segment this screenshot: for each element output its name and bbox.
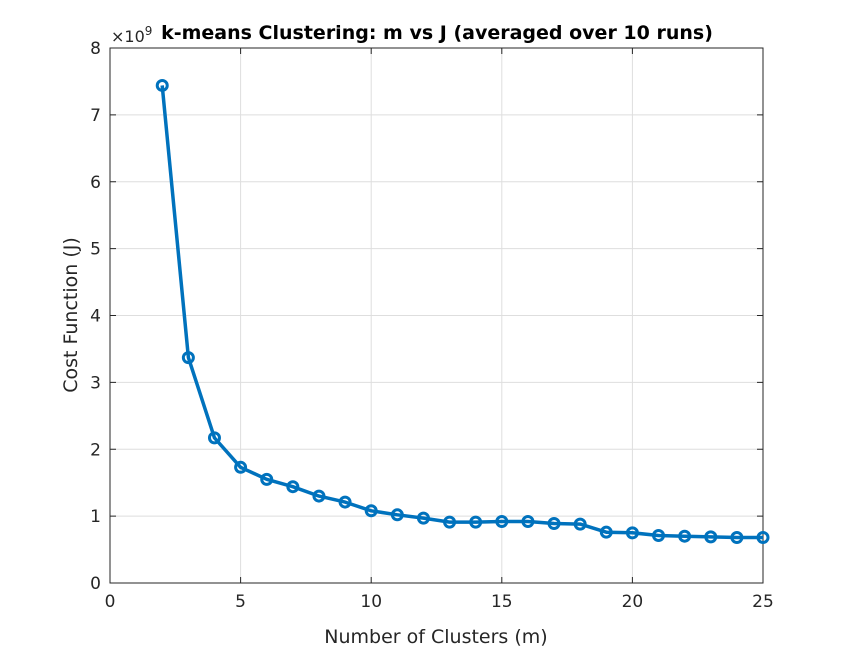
data-point-marker: [652, 529, 666, 543]
y-tick-labels: 0 1 2 3 4 5 6 7 8: [90, 39, 101, 594]
y-tick-label: 4: [90, 307, 101, 327]
y-tick-label: 6: [90, 173, 101, 193]
data-point-marker: [521, 514, 535, 528]
data-point-marker: [390, 508, 404, 522]
x-tick-labels: 0 5 10 15 20 25: [105, 592, 774, 612]
y-tick-label: 2: [90, 440, 101, 460]
x-tick-label: 10: [360, 592, 382, 612]
data-point-marker: [756, 531, 770, 545]
y-tick-label: 5: [90, 240, 101, 260]
y-tick-label: 8: [90, 39, 101, 59]
x-tick-label: 5: [235, 592, 246, 612]
data-point-marker: [547, 516, 561, 530]
chart-title: k-means Clustering: m vs J (averaged ove…: [161, 22, 713, 44]
tick-marks: [109, 47, 764, 584]
data-point-marker: [416, 511, 430, 525]
data-point-marker: [207, 431, 221, 445]
y-tick-label: 3: [90, 373, 101, 393]
data-point-marker: [364, 504, 378, 518]
data-point-marker: [181, 351, 195, 365]
data-point-marker: [495, 514, 509, 528]
data-point-marker: [443, 515, 457, 529]
data-point-marker: [573, 517, 587, 531]
data-point-marker: [312, 489, 326, 503]
y-tick-label: 1: [90, 507, 101, 527]
x-tick-label: 25: [752, 592, 774, 612]
y-axis-exponent: ×109: [111, 24, 152, 46]
x-tick-label: 20: [622, 592, 644, 612]
x-tick-label: 0: [105, 592, 116, 612]
data-series: [155, 78, 770, 545]
data-point-marker: [338, 495, 352, 509]
data-point-marker: [234, 460, 248, 474]
data-point-marker: [155, 78, 169, 92]
data-point-marker: [730, 531, 744, 545]
data-point-marker: [678, 529, 692, 543]
x-axis-label: Number of Clusters (m): [324, 626, 547, 648]
y-tick-label: 7: [90, 106, 101, 126]
data-point-marker: [599, 525, 613, 539]
data-point-marker: [286, 480, 300, 494]
data-point-marker: [625, 526, 639, 540]
data-point-marker: [704, 530, 718, 544]
y-tick-label: 0: [90, 574, 101, 594]
data-point-marker: [469, 515, 483, 529]
y-axis-label: Cost Function (J): [60, 237, 82, 393]
x-tick-label: 15: [491, 592, 513, 612]
data-point-marker: [260, 472, 274, 486]
